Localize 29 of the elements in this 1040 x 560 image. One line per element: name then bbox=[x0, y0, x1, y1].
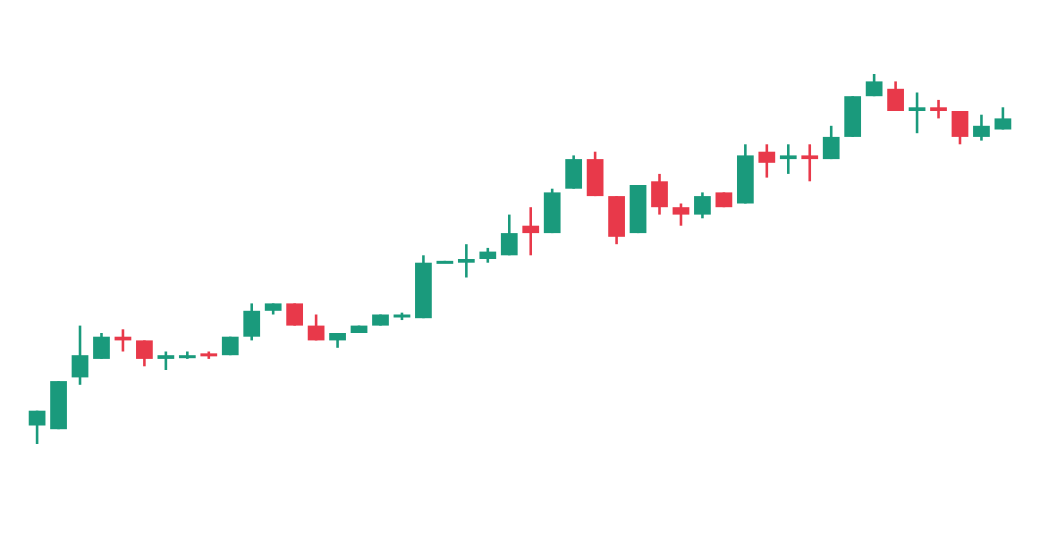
candlestick bbox=[586, 150, 604, 198]
candlestick bbox=[543, 187, 561, 235]
candlestick bbox=[651, 172, 668, 216]
candlestick bbox=[694, 191, 711, 220]
candlestick bbox=[93, 331, 110, 361]
candlestick bbox=[136, 339, 153, 368]
candlestick bbox=[286, 302, 304, 327]
candlestick bbox=[951, 109, 969, 146]
candlestick bbox=[243, 302, 261, 342]
candlestick bbox=[801, 143, 819, 183]
candlestick bbox=[822, 124, 840, 161]
candlestick bbox=[28, 409, 46, 446]
candlestick bbox=[930, 98, 947, 120]
candlestick bbox=[71, 324, 89, 387]
candlestick bbox=[908, 91, 926, 135]
candlestick bbox=[672, 202, 690, 227]
candlestick bbox=[457, 242, 475, 279]
candlestick bbox=[608, 194, 625, 246]
candlestick bbox=[994, 106, 1012, 131]
candlestick bbox=[973, 113, 990, 142]
candlestick bbox=[565, 154, 583, 190]
candlestick bbox=[844, 94, 862, 139]
candlestick bbox=[500, 213, 518, 257]
candlestick bbox=[307, 313, 325, 342]
candlestick bbox=[157, 350, 175, 372]
candlestick bbox=[779, 143, 797, 176]
candlestick bbox=[887, 80, 904, 113]
candlestick bbox=[758, 143, 776, 179]
candlestick bbox=[522, 205, 540, 257]
